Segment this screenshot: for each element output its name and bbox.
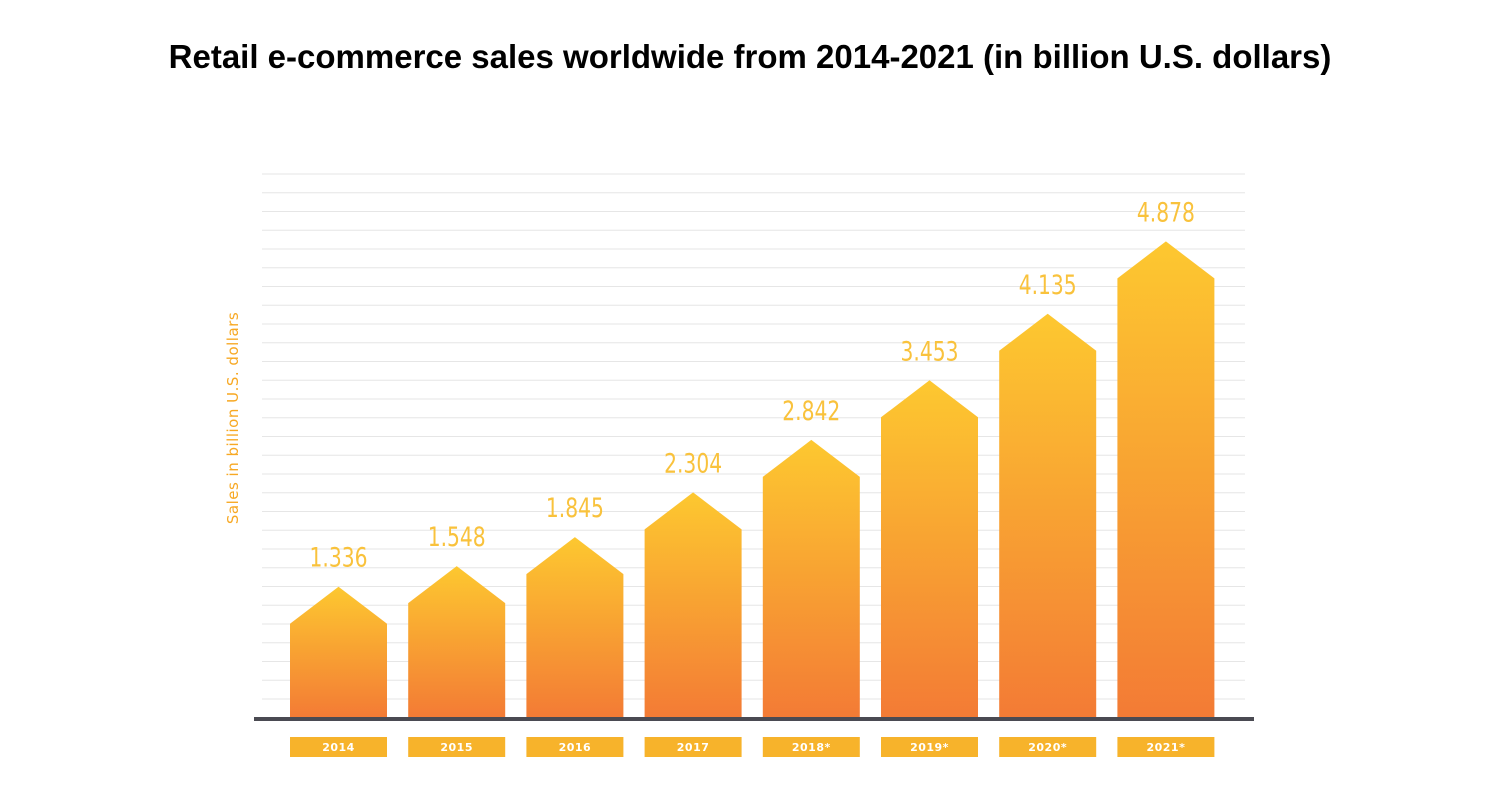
bar	[408, 566, 506, 717]
bar	[644, 492, 742, 717]
data-label: 2.842	[782, 396, 840, 427]
category-label-box	[1117, 737, 1215, 757]
category-label-box	[408, 737, 506, 757]
x-tick-label: 2021*	[1146, 741, 1185, 754]
data-label: 4.135	[1019, 270, 1077, 301]
chart-title: Retail e-commerce sales worldwide from 2…	[168, 38, 1332, 75]
x-tick-label: 2019*	[910, 741, 949, 754]
bar	[999, 313, 1097, 717]
x-tick-label: 2014	[322, 741, 355, 754]
data-label: 1.548	[428, 522, 486, 553]
category-label-box	[290, 737, 387, 757]
data-label: 1.336	[310, 543, 368, 574]
bar	[526, 537, 624, 717]
category-label-box	[762, 737, 860, 757]
category-label-box	[999, 737, 1097, 757]
category-label-box	[881, 737, 978, 757]
x-tick-label: 2017	[677, 741, 710, 754]
bar	[290, 586, 387, 717]
data-label: 4.878	[1137, 197, 1195, 228]
data-label: 3.453	[901, 336, 959, 367]
x-tick-label: 2015	[440, 741, 473, 754]
bar	[1117, 241, 1215, 717]
category-labels: 2014 2015 2016 2017 2018* 2019* 2020* 2021*	[290, 737, 1215, 757]
bars	[290, 241, 1215, 717]
bar	[881, 380, 978, 717]
bar	[762, 439, 860, 717]
category-label-box	[644, 737, 742, 757]
x-tick-label: 2020*	[1028, 741, 1067, 754]
x-tick-label: 2016	[559, 741, 592, 754]
category-label-box	[526, 737, 624, 757]
data-label: 1.845	[546, 493, 604, 524]
x-tick-label: 2018*	[792, 741, 831, 754]
value-labels: 1.336 1.548 1.845 2.304 2.842 3.453 4.135 4.878	[310, 197, 1195, 573]
data-label: 2.304	[664, 448, 722, 479]
